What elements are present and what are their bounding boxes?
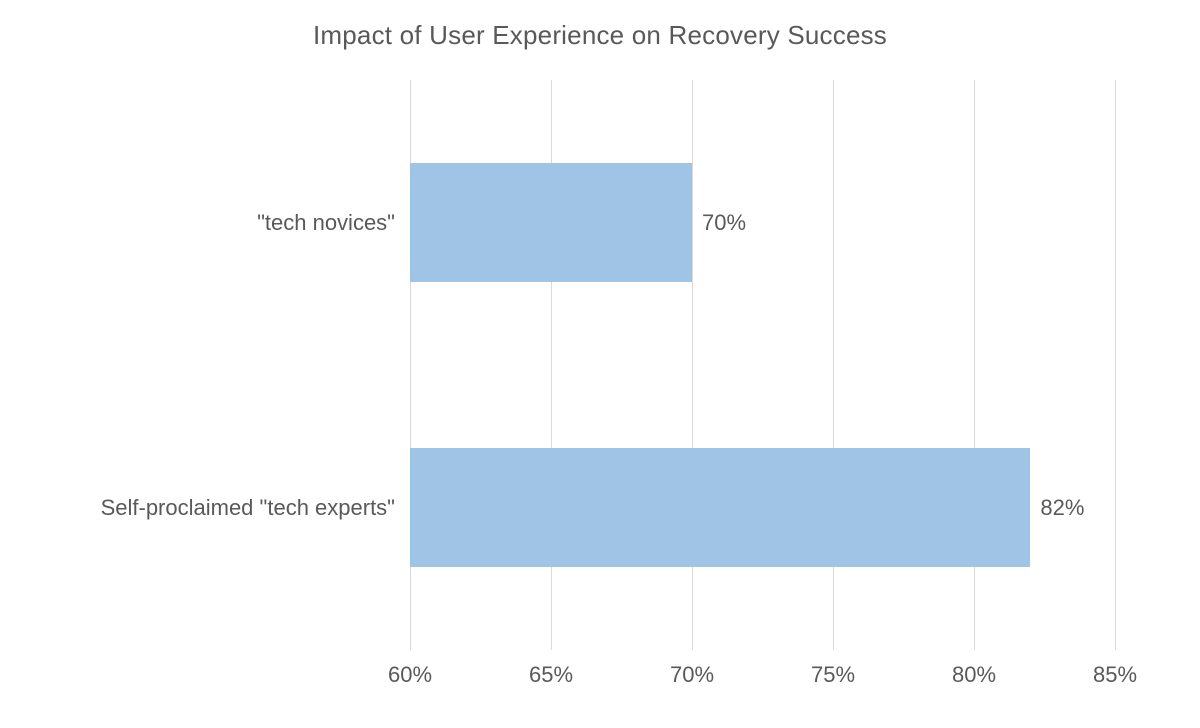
x-tick-label: 75% — [811, 662, 855, 688]
chart-container: Impact of User Experience on Recovery Su… — [0, 0, 1200, 728]
category-label: "tech novices" — [257, 210, 395, 236]
x-tick-label: 65% — [529, 662, 573, 688]
grid-line — [1115, 80, 1116, 650]
x-tick-label: 85% — [1093, 662, 1137, 688]
x-tick-label: 60% — [388, 662, 432, 688]
x-tick-label: 80% — [952, 662, 996, 688]
category-label: Self-proclaimed "tech experts" — [101, 495, 395, 521]
bar-value-label: 82% — [1040, 495, 1084, 521]
chart-title: Impact of User Experience on Recovery Su… — [0, 20, 1200, 51]
bar-value-label: 70% — [702, 210, 746, 236]
x-tick-label: 70% — [670, 662, 714, 688]
bar — [410, 163, 692, 283]
plot-area: 70% 82% — [410, 80, 1115, 650]
bar — [410, 448, 1030, 568]
